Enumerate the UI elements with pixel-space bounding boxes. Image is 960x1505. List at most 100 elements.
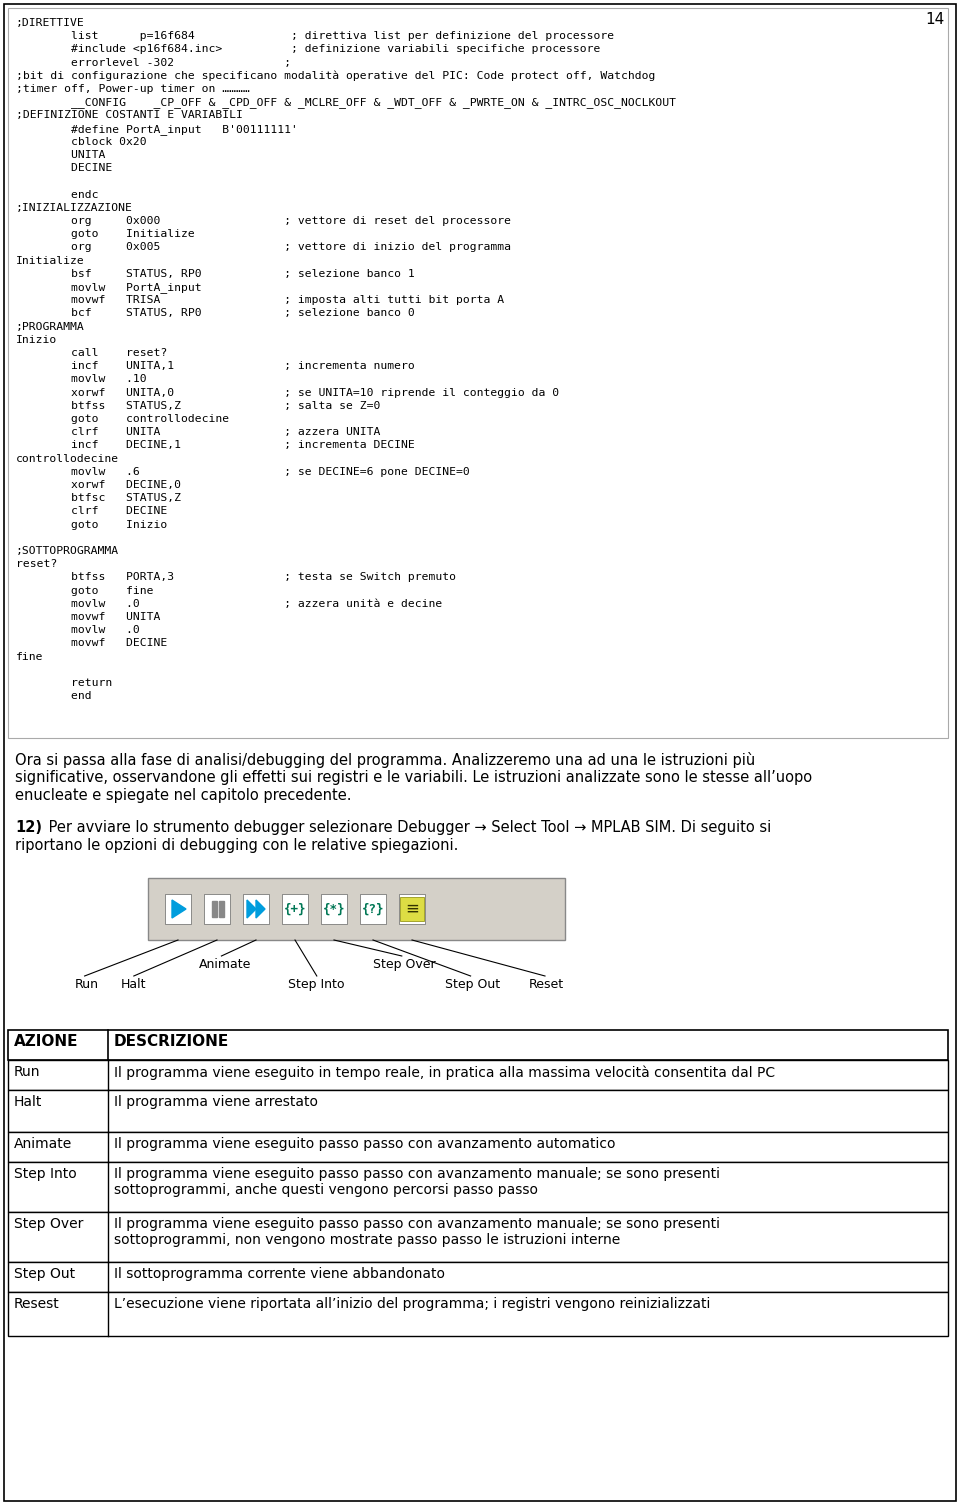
- Text: movwf   TRISA                  ; imposta alti tutti bit porta A: movwf TRISA ; imposta alti tutti bit por…: [16, 295, 504, 306]
- Text: Il programma viene eseguito passo passo con avanzamento automatico: Il programma viene eseguito passo passo …: [114, 1136, 615, 1151]
- Text: DECINE: DECINE: [16, 163, 112, 173]
- Polygon shape: [256, 900, 265, 918]
- Text: xorwf   DECINE,0: xorwf DECINE,0: [16, 480, 181, 491]
- Text: xorwf   UNITA,0                ; se UNITA=10 riprende il conteggio da 0: xorwf UNITA,0 ; se UNITA=10 riprende il …: [16, 388, 559, 397]
- Text: movlw   .10: movlw .10: [16, 375, 147, 384]
- Text: endc: endc: [16, 190, 99, 200]
- Text: ;bit di configurazione che specificano modalità operative del PIC: Code protect : ;bit di configurazione che specificano m…: [16, 71, 656, 81]
- Text: ;DEFINIZIONE COSTANTI E VARIABILI: ;DEFINIZIONE COSTANTI E VARIABILI: [16, 110, 243, 120]
- Text: Halt: Halt: [121, 978, 147, 990]
- Text: Halt: Halt: [14, 1096, 42, 1109]
- Text: movlw   .6                     ; se DECINE=6 pone DECINE=0: movlw .6 ; se DECINE=6 pone DECINE=0: [16, 467, 469, 477]
- Text: Inizio: Inizio: [16, 334, 58, 345]
- Text: goto    Inizio: goto Inizio: [16, 519, 167, 530]
- Bar: [321, 894, 347, 924]
- Bar: [8, 1291, 948, 1336]
- Text: __CONFIG    _CP_OFF & _CPD_OFF & _MCLRE_OFF & _WDT_OFF & _PWRTE_ON & _INTRC_OSC_: __CONFIG _CP_OFF & _CPD_OFF & _MCLRE_OFF…: [16, 98, 676, 108]
- Bar: [282, 894, 308, 924]
- Text: btfsc   STATUS,Z: btfsc STATUS,Z: [16, 494, 181, 503]
- Text: UNITA: UNITA: [16, 150, 106, 160]
- Text: btfss   STATUS,Z               ; salta se Z=0: btfss STATUS,Z ; salta se Z=0: [16, 400, 380, 411]
- Text: Il sottoprogramma corrente viene abbandonato: Il sottoprogramma corrente viene abbando…: [114, 1267, 445, 1281]
- Text: clrf    DECINE: clrf DECINE: [16, 506, 167, 516]
- Text: 14: 14: [925, 12, 945, 27]
- Text: movwf   UNITA: movwf UNITA: [16, 613, 160, 622]
- Text: Il programma viene arrestato: Il programma viene arrestato: [114, 1096, 318, 1109]
- Bar: [399, 894, 425, 924]
- Text: {+}: {+}: [284, 903, 306, 915]
- Text: controllodecine: controllodecine: [16, 453, 119, 464]
- Text: ;PROGRAMMA: ;PROGRAMMA: [16, 322, 84, 331]
- Text: list      p=16f684              ; direttiva list per definizione del processore: list p=16f684 ; direttiva list per defin…: [16, 32, 614, 41]
- Bar: [400, 897, 424, 921]
- Text: errorlevel -302                ;: errorlevel -302 ;: [16, 57, 291, 68]
- Text: ;timer off, Power-up timer on …………: ;timer off, Power-up timer on …………: [16, 84, 250, 93]
- Text: Step Over: Step Over: [14, 1218, 84, 1231]
- Text: reset?: reset?: [16, 560, 58, 569]
- Text: L’esecuzione viene riportata all’inizio del programma; i registri vengono reiniz: L’esecuzione viene riportata all’inizio …: [114, 1297, 710, 1311]
- Text: call    reset?: call reset?: [16, 348, 167, 358]
- Text: Run: Run: [14, 1066, 40, 1079]
- Text: goto    controllodecine: goto controllodecine: [16, 414, 229, 424]
- Text: Ora si passa alla fase di analisi/debugging del programma. Analizzeremo una ad u: Ora si passa alla fase di analisi/debugg…: [15, 752, 756, 768]
- Bar: [8, 1212, 948, 1263]
- Bar: [8, 1263, 948, 1291]
- Text: movwf   DECINE: movwf DECINE: [16, 638, 167, 649]
- Bar: [8, 1090, 948, 1132]
- Bar: [8, 8, 948, 737]
- Text: movlw   PortA_input: movlw PortA_input: [16, 281, 202, 293]
- Text: Step Into: Step Into: [14, 1166, 77, 1181]
- Text: Animate: Animate: [14, 1136, 72, 1151]
- Text: Run: Run: [75, 978, 99, 990]
- Text: Step Over: Step Over: [373, 959, 436, 971]
- Text: goto    Initialize: goto Initialize: [16, 229, 195, 239]
- Text: significative, osservandone gli effetti sui registri e le variabili. Le istruzio: significative, osservandone gli effetti …: [15, 771, 812, 786]
- Text: ;INIZIALIZZAZIONE: ;INIZIALIZZAZIONE: [16, 203, 132, 212]
- Polygon shape: [247, 900, 256, 918]
- Bar: [219, 901, 224, 917]
- Text: Resest: Resest: [14, 1297, 60, 1311]
- Text: goto    fine: goto fine: [16, 585, 154, 596]
- Text: #define PortA_input   B'00111111': #define PortA_input B'00111111': [16, 123, 298, 134]
- Text: AZIONE: AZIONE: [14, 1034, 79, 1049]
- Text: cblock 0x20: cblock 0x20: [16, 137, 147, 147]
- Text: Initialize: Initialize: [16, 256, 84, 265]
- Text: Step Out: Step Out: [14, 1267, 75, 1281]
- Text: movlw   .0: movlw .0: [16, 625, 140, 635]
- Text: Step Out: Step Out: [445, 978, 500, 990]
- Text: {*}: {*}: [323, 903, 346, 915]
- Bar: [243, 894, 269, 924]
- Bar: [204, 894, 230, 924]
- Text: end: end: [16, 691, 91, 701]
- Text: {?}: {?}: [362, 903, 384, 915]
- Text: org     0x005                  ; vettore di inizio del programma: org 0x005 ; vettore di inizio del progra…: [16, 242, 511, 253]
- Text: btfss   PORTA,3                ; testa se Switch premuto: btfss PORTA,3 ; testa se Switch premuto: [16, 572, 456, 582]
- Text: Step Into: Step Into: [288, 978, 345, 990]
- Text: 12): 12): [15, 820, 42, 835]
- Text: ;DIRETTIVE: ;DIRETTIVE: [16, 18, 84, 29]
- Text: bcf     STATUS, RP0            ; selezione banco 0: bcf STATUS, RP0 ; selezione banco 0: [16, 309, 415, 319]
- Bar: [8, 1029, 948, 1060]
- Text: enucleate e spiegate nel capitolo precedente.: enucleate e spiegate nel capitolo preced…: [15, 789, 351, 804]
- Bar: [212, 901, 217, 917]
- Text: fine: fine: [16, 652, 43, 662]
- Text: return: return: [16, 677, 112, 688]
- Text: #include <p16f684.inc>          ; definizione variabili specifiche processore: #include <p16f684.inc> ; definizione var…: [16, 45, 600, 54]
- Text: DESCRIZIONE: DESCRIZIONE: [114, 1034, 229, 1049]
- Bar: [8, 1162, 948, 1212]
- Text: Il programma viene eseguito passo passo con avanzamento manuale; se sono present: Il programma viene eseguito passo passo …: [114, 1218, 720, 1248]
- Text: Animate: Animate: [199, 959, 252, 971]
- Polygon shape: [172, 900, 186, 918]
- Text: incf    UNITA,1                ; incrementa numero: incf UNITA,1 ; incrementa numero: [16, 361, 415, 372]
- Text: Il programma viene eseguito passo passo con avanzamento manuale; se sono present: Il programma viene eseguito passo passo …: [114, 1166, 720, 1196]
- Bar: [165, 894, 191, 924]
- Text: clrf    UNITA                  ; azzera UNITA: clrf UNITA ; azzera UNITA: [16, 427, 380, 436]
- Text: ;SOTTOPROGRAMMA: ;SOTTOPROGRAMMA: [16, 546, 119, 555]
- Text: bsf     STATUS, RP0            ; selezione banco 1: bsf STATUS, RP0 ; selezione banco 1: [16, 269, 415, 278]
- Bar: [360, 894, 386, 924]
- Text: ≡: ≡: [405, 900, 419, 918]
- Text: Il programma viene eseguito in tempo reale, in pratica alla massima velocità con: Il programma viene eseguito in tempo rea…: [114, 1066, 775, 1079]
- Text: riportano le opzioni di debugging con le relative spiegazioni.: riportano le opzioni di debugging con le…: [15, 838, 458, 853]
- Bar: [8, 1132, 948, 1162]
- Text: incf    DECINE,1               ; incrementa DECINE: incf DECINE,1 ; incrementa DECINE: [16, 441, 415, 450]
